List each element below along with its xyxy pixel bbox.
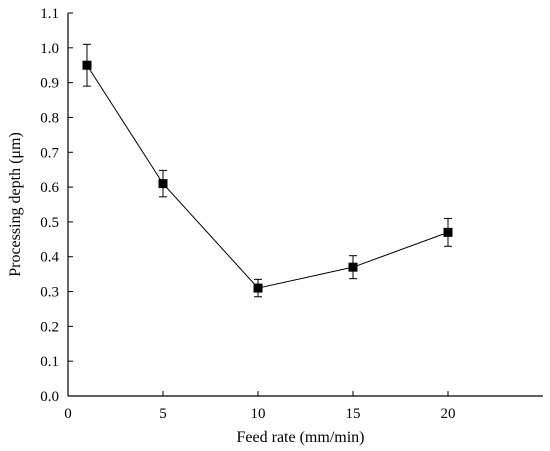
data-point <box>443 227 453 237</box>
y-tick-label: 0.3 <box>40 285 59 301</box>
x-tick-label: 20 <box>441 406 456 422</box>
series-line <box>86 64 449 289</box>
y-tick-label: 0.0 <box>40 389 59 405</box>
x-tick-label: 0 <box>64 406 72 422</box>
data-point <box>253 283 263 293</box>
y-tick-label: 0.2 <box>40 319 59 335</box>
y-tick-label: 0.5 <box>40 215 59 231</box>
y-tick-label: 0.6 <box>40 180 59 196</box>
data-point <box>158 179 168 189</box>
y-axis-title: Processing depth (μm) <box>7 132 24 277</box>
chart-axes <box>67 13 543 397</box>
x-tick-label: 10 <box>251 406 266 422</box>
y-tick-label: 1.0 <box>40 41 59 57</box>
y-tick-label: 0.9 <box>40 76 59 92</box>
x-tick-label: 5 <box>159 406 167 422</box>
y-tick-label: 0.4 <box>40 250 59 266</box>
data-point <box>82 60 92 70</box>
data-series <box>82 43 453 298</box>
x-axis-ticks: 0 5 10 15 20 <box>64 391 456 422</box>
data-point <box>348 262 358 272</box>
x-tick-label: 15 <box>346 406 361 422</box>
y-tick-label: 1.1 <box>40 6 59 22</box>
y-tick-label: 0.7 <box>40 145 59 161</box>
x-axis-title: Feed rate (mm/min) <box>237 429 365 446</box>
y-tick-label: 0.8 <box>40 110 59 126</box>
y-axis-ticks: 0.0 0.1 0.2 0.3 0.4 0.5 0.6 0.7 0.8 0.9 1.0 1.1 <box>40 6 73 405</box>
y-tick-label: 0.1 <box>40 354 59 370</box>
